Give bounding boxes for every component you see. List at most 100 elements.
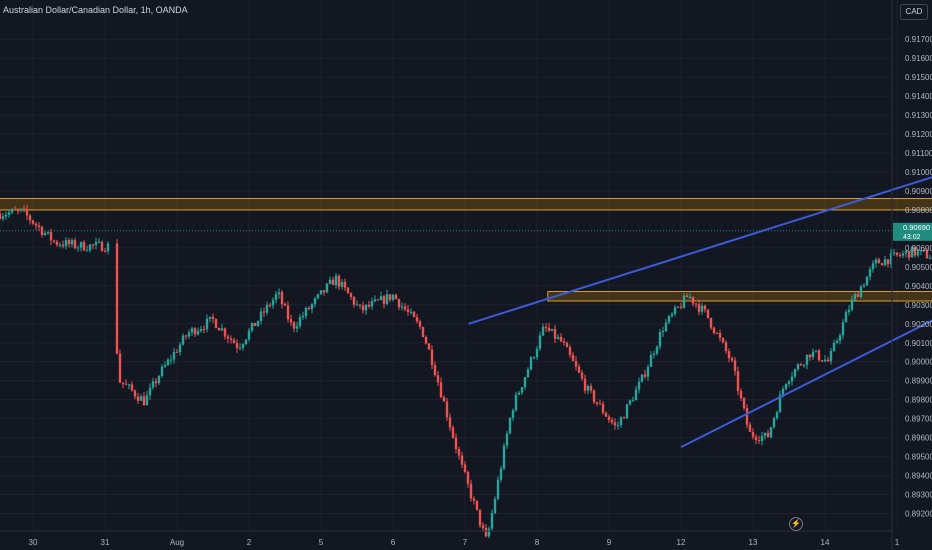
candle-body [598,403,602,405]
candle-body [34,223,38,226]
candle-body [568,347,572,355]
grid-lines [0,0,898,530]
candle-body [463,464,467,473]
candle-body [901,253,905,256]
candle-body [310,304,314,310]
candle-body [601,403,605,413]
candle-body [241,344,245,348]
candle-body [139,396,143,401]
candle-body [76,247,80,249]
candle-body [661,331,665,333]
candle-body [322,290,326,293]
horizontal-zones [0,198,932,302]
candle-body [841,322,845,336]
candle-body [262,311,266,313]
candle-body [16,210,20,212]
candle-body [10,209,14,213]
candle-body [793,369,797,377]
price-tick-label: 0.89300 [905,491,932,500]
candle-body [697,304,701,312]
candle-body [289,319,293,323]
candle-body [193,328,197,335]
candle-body [502,445,506,469]
candle-body [727,351,731,359]
current-price-label: 0.90690 [903,223,930,232]
candle-body [400,306,404,308]
candle-body [370,301,374,307]
price-tick-label: 0.91300 [905,111,932,120]
candle-body [106,243,110,252]
candle-body [169,359,173,361]
candle-body [751,431,755,437]
wedge-trendline [468,176,932,325]
candle-body [889,253,893,265]
candle-body [172,351,176,360]
candle-body [919,250,923,252]
candle-body [82,242,86,251]
currency-badge[interactable]: CAD [900,4,928,20]
candle-body [913,246,917,256]
candle-body [25,209,29,216]
candle-body [916,251,920,256]
candle-body [691,296,695,304]
candle-body [445,401,449,418]
candle-body [721,338,725,343]
candle-body [256,320,260,326]
time-tick-label: 30 [29,538,38,547]
candle-body [79,242,83,248]
candle-body [832,342,836,352]
candle-body [865,276,869,286]
candle-body [559,336,563,342]
candle-body [355,304,359,306]
candle-body [4,214,8,217]
candle-body [334,275,338,285]
candle-body [733,360,737,372]
candle-body [817,350,821,361]
candle-body [466,472,470,484]
candle-body [739,390,743,398]
candle-body [49,231,53,241]
candle-body [295,326,299,329]
candle-body [643,374,647,377]
price-tick-label: 0.89900 [905,377,932,386]
candle-body [43,233,47,235]
wedge-trendline [680,319,932,448]
candle-body [379,296,383,301]
candle-body [796,364,800,370]
candlestick-series [0,204,932,539]
candle-body [424,337,428,344]
candle-body [634,389,638,401]
candle-body [343,281,347,288]
price-tick-label: 0.91500 [905,73,932,82]
candle-body [280,292,284,305]
candle-body [361,305,365,311]
candle-body [7,212,11,215]
candle-body [253,322,257,326]
candle-body [394,294,398,300]
candle-body [544,326,548,328]
candle-body [517,392,521,395]
price-tick-label: 0.89600 [905,434,932,443]
candle-body [319,290,323,295]
candle-body [640,374,644,382]
candle-body [649,354,653,367]
lightning-icon[interactable]: ⚡ [789,517,803,531]
candle-body [892,252,896,254]
candle-body [856,294,860,297]
candle-body [142,396,146,406]
candle-body [859,286,863,297]
candle-body [802,364,806,366]
candle-body [622,417,626,419]
candle-body [619,417,623,426]
candle-body [235,343,239,349]
candle-body [484,527,488,537]
candle-body [748,424,752,432]
candle-body [220,328,224,331]
candle-body [811,351,815,358]
candle-body [283,304,287,306]
candle-body [442,397,446,402]
candle-body [769,427,773,438]
candle-body [904,251,908,254]
candle-body [925,250,929,259]
